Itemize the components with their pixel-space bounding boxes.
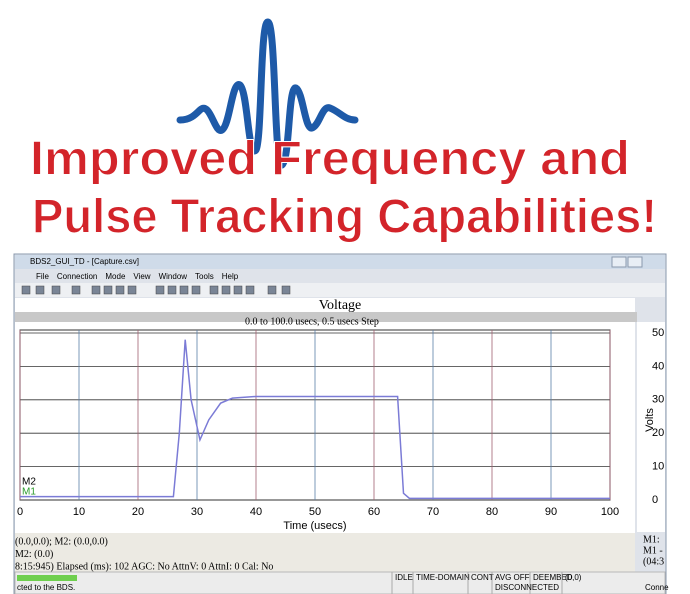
x-tick-label: 60 bbox=[368, 506, 380, 518]
x-tick-label: 70 bbox=[427, 506, 439, 518]
readout-panel bbox=[15, 533, 635, 573]
marker-label: M1 bbox=[22, 487, 36, 498]
headline: Pulse Tracking Capabilities! bbox=[32, 191, 657, 244]
x-tick-label: 100 bbox=[601, 506, 619, 518]
menu-item[interactable]: Tools bbox=[195, 272, 214, 281]
toolbar-button[interactable] bbox=[233, 285, 243, 295]
status-bar bbox=[14, 571, 666, 594]
x-tick-label: 30 bbox=[191, 506, 203, 518]
logo-wave bbox=[176, 18, 359, 169]
x-tick-label: 20 bbox=[132, 506, 144, 518]
toolbar-button[interactable] bbox=[167, 285, 177, 295]
toolbar-button[interactable] bbox=[245, 285, 255, 295]
right-axis-panel bbox=[637, 322, 665, 532]
chart-title: Voltage bbox=[319, 298, 362, 313]
x-tick-label: 80 bbox=[486, 506, 498, 518]
menu-item[interactable]: Mode bbox=[105, 272, 126, 281]
readout-right: M1 - bbox=[643, 545, 663, 556]
readout-line: 8:15:945) Elapsed (ms): 102 AGC: No Attn… bbox=[15, 561, 273, 572]
status-field: AVG OFF bbox=[495, 573, 530, 582]
menu-item[interactable]: View bbox=[133, 272, 150, 281]
toolbar-button[interactable] bbox=[179, 285, 189, 295]
window-title: BDS2_GUI_TD - [Capture.csv] bbox=[30, 257, 139, 266]
maximize-button[interactable] bbox=[627, 256, 643, 268]
y-tick-label: 50 bbox=[652, 327, 664, 339]
y-tick-label: 30 bbox=[652, 394, 664, 406]
menu-item[interactable]: Connection bbox=[57, 272, 97, 281]
toolbar-button[interactable] bbox=[91, 285, 101, 295]
toolbar-button[interactable] bbox=[209, 285, 219, 295]
toolbar-button[interactable] bbox=[281, 285, 291, 295]
toolbar-button[interactable] bbox=[267, 285, 277, 295]
status-field: TIME-DOMAIN bbox=[416, 573, 470, 582]
menu-item[interactable]: Window bbox=[159, 272, 188, 281]
x-tick-label: 40 bbox=[250, 506, 262, 518]
toolbar-button[interactable] bbox=[155, 285, 165, 295]
toolbar-button[interactable] bbox=[191, 285, 201, 295]
status-field: (0,0) bbox=[565, 573, 582, 582]
status-connection: DISCONNECTED bbox=[495, 583, 559, 592]
title-bar bbox=[15, 255, 665, 269]
x-axis-label: Time (usecs) bbox=[283, 520, 346, 532]
status-field: IDLE bbox=[395, 573, 413, 582]
toolbar-button[interactable] bbox=[21, 285, 31, 295]
data-line bbox=[20, 339, 610, 500]
menu-item[interactable]: File bbox=[36, 272, 49, 281]
y-axis-label: Volts bbox=[644, 408, 656, 432]
chart-subtitle: 0.0 to 100.0 usecs, 0.5 usecs Step bbox=[245, 316, 379, 327]
y-tick-label: 40 bbox=[652, 360, 664, 372]
status-field: DEEMBED bbox=[533, 573, 573, 582]
headline: Improved Frequency and bbox=[30, 133, 630, 186]
status-right: Conne bbox=[645, 583, 669, 592]
toolbar-button[interactable] bbox=[35, 285, 45, 295]
toolbar-button[interactable] bbox=[51, 285, 61, 295]
y-tick-label: 10 bbox=[652, 461, 664, 473]
toolbar-button[interactable] bbox=[71, 285, 81, 295]
toolbar-button[interactable] bbox=[103, 285, 113, 295]
minimize-button[interactable] bbox=[611, 256, 627, 268]
toolbar-button[interactable] bbox=[115, 285, 125, 295]
toolbar bbox=[15, 283, 665, 297]
marker-label: M2 bbox=[22, 477, 36, 488]
status-field: CONT bbox=[471, 573, 494, 582]
readout-right: M1: bbox=[643, 534, 660, 545]
readout-right: (04:3 bbox=[643, 556, 664, 567]
chart-header-band bbox=[15, 312, 637, 322]
menu-item[interactable]: Help bbox=[222, 272, 239, 281]
readout-line: M2: (0.0) bbox=[15, 549, 53, 560]
x-tick-label: 0 bbox=[17, 506, 23, 518]
status-message: cted to the BDS. bbox=[17, 583, 75, 592]
x-tick-label: 50 bbox=[309, 506, 321, 518]
toolbar-button[interactable] bbox=[221, 285, 231, 295]
readout-line: (0.0,0.0); M2: (0.0,0.0) bbox=[15, 536, 108, 547]
y-tick-label: 0 bbox=[652, 494, 658, 506]
y-tick-label: 20 bbox=[652, 427, 664, 439]
x-tick-label: 10 bbox=[73, 506, 85, 518]
progress bbox=[17, 575, 77, 581]
toolbar-button[interactable] bbox=[127, 285, 137, 295]
x-tick-label: 90 bbox=[545, 506, 557, 518]
